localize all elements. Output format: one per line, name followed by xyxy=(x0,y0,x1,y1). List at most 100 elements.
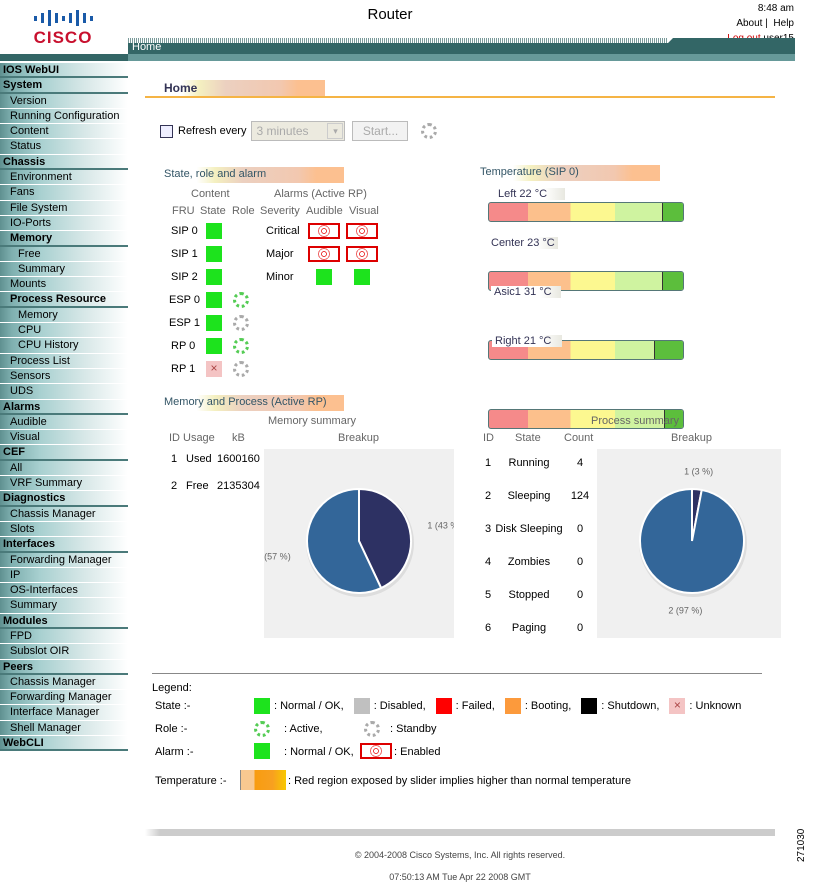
state-ok-indicator xyxy=(206,292,222,308)
legend-shutdown: : Shutdown, xyxy=(601,700,660,712)
audible-alarm-ok-indicator[interactable] xyxy=(316,269,332,285)
sidebar-item-memory[interactable]: Memory xyxy=(0,231,128,247)
sidebar-item-ios-webui[interactable]: IOS WebUI xyxy=(0,63,128,79)
sidebar-item-process-resource[interactable]: Process Resource xyxy=(0,292,128,308)
sidebar-item-mounts[interactable]: Mounts xyxy=(0,277,128,293)
sidebar-item-modules[interactable]: Modules xyxy=(0,613,128,629)
page-title: Router xyxy=(367,6,413,23)
visual-alarm-enabled-icon[interactable] xyxy=(346,223,378,239)
fru-name: SIP 2 xyxy=(171,271,198,283)
legend-standby: : Standby xyxy=(390,723,437,735)
sidebar-item-content[interactable]: Content xyxy=(0,124,128,140)
failed-swatch xyxy=(435,698,452,714)
legend-failed: : Failed, xyxy=(455,700,495,712)
sidebar-item-visual[interactable]: Visual xyxy=(0,430,128,446)
process-cell: 5 xyxy=(485,589,492,601)
process-cell: Sleeping xyxy=(507,490,551,502)
process-cell: Zombies xyxy=(507,556,551,568)
sidebar-item-io-ports[interactable]: IO-Ports xyxy=(0,215,128,232)
sidebar-item-cef[interactable]: CEF xyxy=(0,445,128,461)
nav-stripe xyxy=(128,38,668,43)
sidebar-item-vrf-summary[interactable]: VRF Summary xyxy=(0,476,128,492)
sidebar-item-running-configuration[interactable]: Running Configuration xyxy=(0,108,128,125)
sidebar-item-all[interactable]: All xyxy=(0,460,128,477)
alarms-header: Alarms (Active RP) xyxy=(274,188,367,200)
sidebar-item-peers[interactable]: Peers xyxy=(0,659,128,675)
sidebar-item-memory[interactable]: Memory xyxy=(0,307,128,324)
fru-name: RP 1 xyxy=(171,363,196,375)
memory-cell: Free xyxy=(186,480,209,492)
sidebar-item-ip[interactable]: IP xyxy=(0,567,128,584)
role-active-icon xyxy=(233,338,249,354)
about-link[interactable]: About xyxy=(736,18,763,29)
temperature-section-title: Temperature (SIP 0) xyxy=(476,165,660,181)
legend-enabled: : Enabled xyxy=(394,746,441,758)
process-cell: 2 xyxy=(485,490,492,502)
visual-alarm-ok-indicator[interactable] xyxy=(354,269,370,285)
sidebar-item-subslot-oir[interactable]: Subslot OIR xyxy=(0,644,128,660)
audible-alarm-enabled-icon[interactable] xyxy=(308,246,340,262)
legend-booting: : Booting, xyxy=(524,700,572,712)
sidebar-item-chassis-manager[interactable]: Chassis Manager xyxy=(0,506,128,522)
sidebar-item-version[interactable]: Version xyxy=(0,93,128,109)
sidebar-item-os-interfaces[interactable]: OS-Interfaces xyxy=(0,583,128,599)
sidebar-item-forwarding-manager[interactable]: Forwarding Manager xyxy=(0,690,128,706)
sidebar-item-forwarding-manager[interactable]: Forwarding Manager xyxy=(0,552,128,568)
pie-label: 1 (3 %) xyxy=(684,466,713,476)
sidebar-item-cpu[interactable]: CPU xyxy=(0,323,128,339)
sidebar-item-webcli[interactable]: WebCLI xyxy=(0,736,128,752)
sidebar-item-audible[interactable]: Audible xyxy=(0,414,128,431)
temp-sensor-label: Asic1 31 °C xyxy=(491,286,561,298)
temperature-slider xyxy=(653,341,683,359)
sidebar-item-chassis-manager[interactable]: Chassis Manager xyxy=(0,674,128,691)
sidebar-item-environment[interactable]: Environment xyxy=(0,170,128,186)
booting-swatch xyxy=(504,698,521,714)
sidebar-item-free[interactable]: Free xyxy=(0,246,128,262)
memory-pie-box: 1 (43 %) 2 (57 %) xyxy=(257,449,461,638)
nav-tab-home[interactable]: Home xyxy=(132,41,162,53)
start-button[interactable]: Start... xyxy=(352,121,409,141)
sidebar-item-fans[interactable]: Fans xyxy=(0,185,128,201)
sidebar-item-cpu-history[interactable]: CPU History xyxy=(0,338,128,354)
refresh-checkbox[interactable] xyxy=(160,124,173,138)
pie-slice-2 xyxy=(639,487,745,594)
sidebar-item-summary[interactable]: Summary xyxy=(0,261,128,278)
sidebar-item-process-list[interactable]: Process List xyxy=(0,353,128,369)
sidebar-item-alarms[interactable]: Alarms xyxy=(0,399,128,415)
sidebar-item-interfaces[interactable]: Interfaces xyxy=(0,537,128,553)
state-ok-indicator xyxy=(206,338,222,354)
memproc-section-title: Memory and Process (Active RP) xyxy=(160,395,344,411)
col-state: State xyxy=(200,205,226,217)
sidebar-item-fpd[interactable]: FPD xyxy=(0,628,128,645)
state-ok-indicator xyxy=(206,315,222,331)
fru-name: SIP 1 xyxy=(171,248,198,260)
loading-spinner-icon xyxy=(421,123,438,139)
sidebar-item-interface-manager[interactable]: Interface Manager xyxy=(0,705,128,721)
sidebar-item-shell-manager[interactable]: Shell Manager xyxy=(0,720,128,737)
memory-cell: Used xyxy=(186,453,212,465)
sidebar-item-summary[interactable]: Summary xyxy=(0,598,128,614)
process-summary-title: Process summary xyxy=(591,415,680,427)
temperature-slider xyxy=(663,410,683,428)
active-spinner-icon xyxy=(254,721,270,737)
sidebar-item-system[interactable]: System xyxy=(0,78,128,94)
nav-underbar xyxy=(0,54,795,61)
audible-alarm-enabled-icon[interactable] xyxy=(308,223,340,239)
refresh-interval-select[interactable]: 3 minutes ▾ xyxy=(251,121,346,141)
pie-label: 2 (97 %) xyxy=(668,606,702,616)
temp-sensor-label: Left 22 °C xyxy=(495,188,565,200)
fru-name: RP 0 xyxy=(171,340,196,352)
proc-col-id: ID xyxy=(483,432,494,444)
refresh-interval-value: 3 minutes xyxy=(256,124,309,138)
sidebar-item-sensors[interactable]: Sensors xyxy=(0,368,128,385)
proc-col-count: Count xyxy=(564,432,594,444)
sidebar-item-slots[interactable]: Slots xyxy=(0,521,128,538)
sidebar-item-diagnostics[interactable]: Diagnostics xyxy=(0,491,128,507)
sidebar-item-chassis[interactable]: Chassis xyxy=(0,154,128,171)
visual-alarm-enabled-icon[interactable] xyxy=(346,246,378,262)
help-link[interactable]: Help xyxy=(773,18,794,29)
footer-timestamp: 07:50:13 AM Tue Apr 22 2008 GMT xyxy=(389,872,531,882)
sidebar-item-status[interactable]: Status xyxy=(0,139,128,155)
sidebar-item-uds[interactable]: UDS xyxy=(0,384,128,400)
sidebar-item-file-system[interactable]: File System xyxy=(0,200,128,216)
